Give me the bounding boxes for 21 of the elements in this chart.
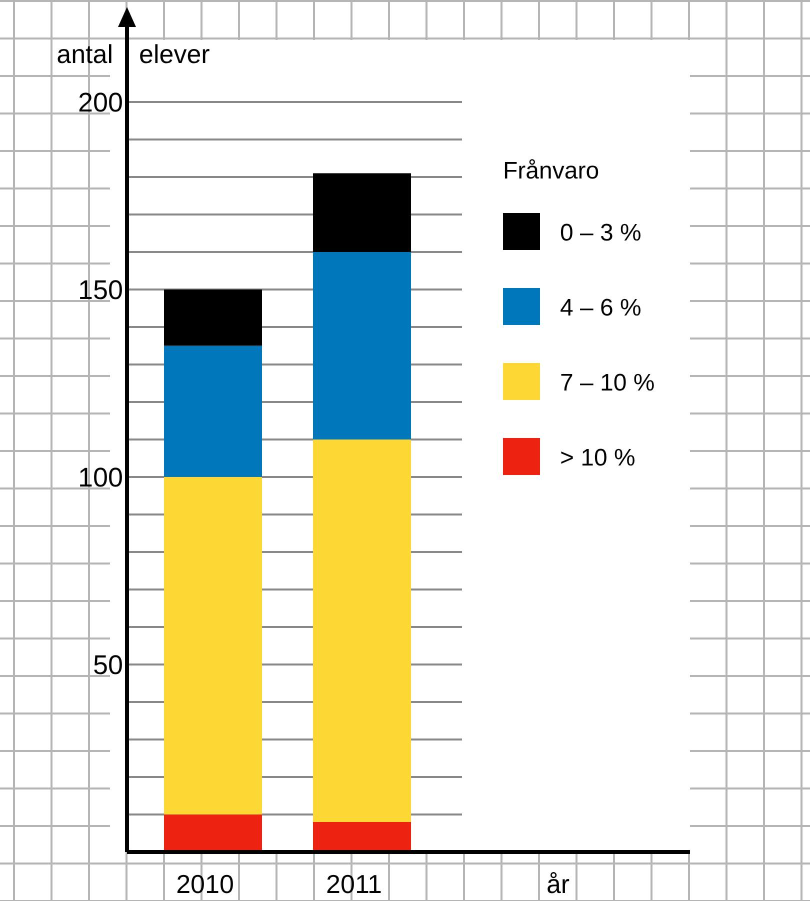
legend-title: Frånvaro — [503, 157, 600, 184]
bar — [313, 252, 411, 440]
bar — [313, 822, 411, 852]
legend-label: > 10 % — [560, 444, 636, 472]
bar — [164, 290, 262, 346]
x-axis-title: år — [546, 869, 570, 899]
legend-label: 4 – 6 % — [560, 294, 642, 322]
y-tick-label: 50 — [92, 650, 123, 680]
bar — [164, 814, 262, 852]
y-axis-title: antal elever — [56, 39, 210, 69]
y-tick-label: 150 — [78, 274, 123, 305]
bar — [313, 173, 411, 252]
bar — [164, 477, 262, 814]
y-tick-label: 200 — [78, 87, 123, 118]
legend-label: 7 – 10 % — [560, 369, 655, 396]
x-tick-label: 2010 — [176, 869, 234, 899]
bar — [164, 346, 262, 477]
legend-label: 0 – 3 % — [560, 219, 642, 246]
x-tick-label: 2011 — [326, 869, 382, 899]
bar — [313, 440, 411, 822]
y-tick-label: 100 — [78, 462, 123, 492]
